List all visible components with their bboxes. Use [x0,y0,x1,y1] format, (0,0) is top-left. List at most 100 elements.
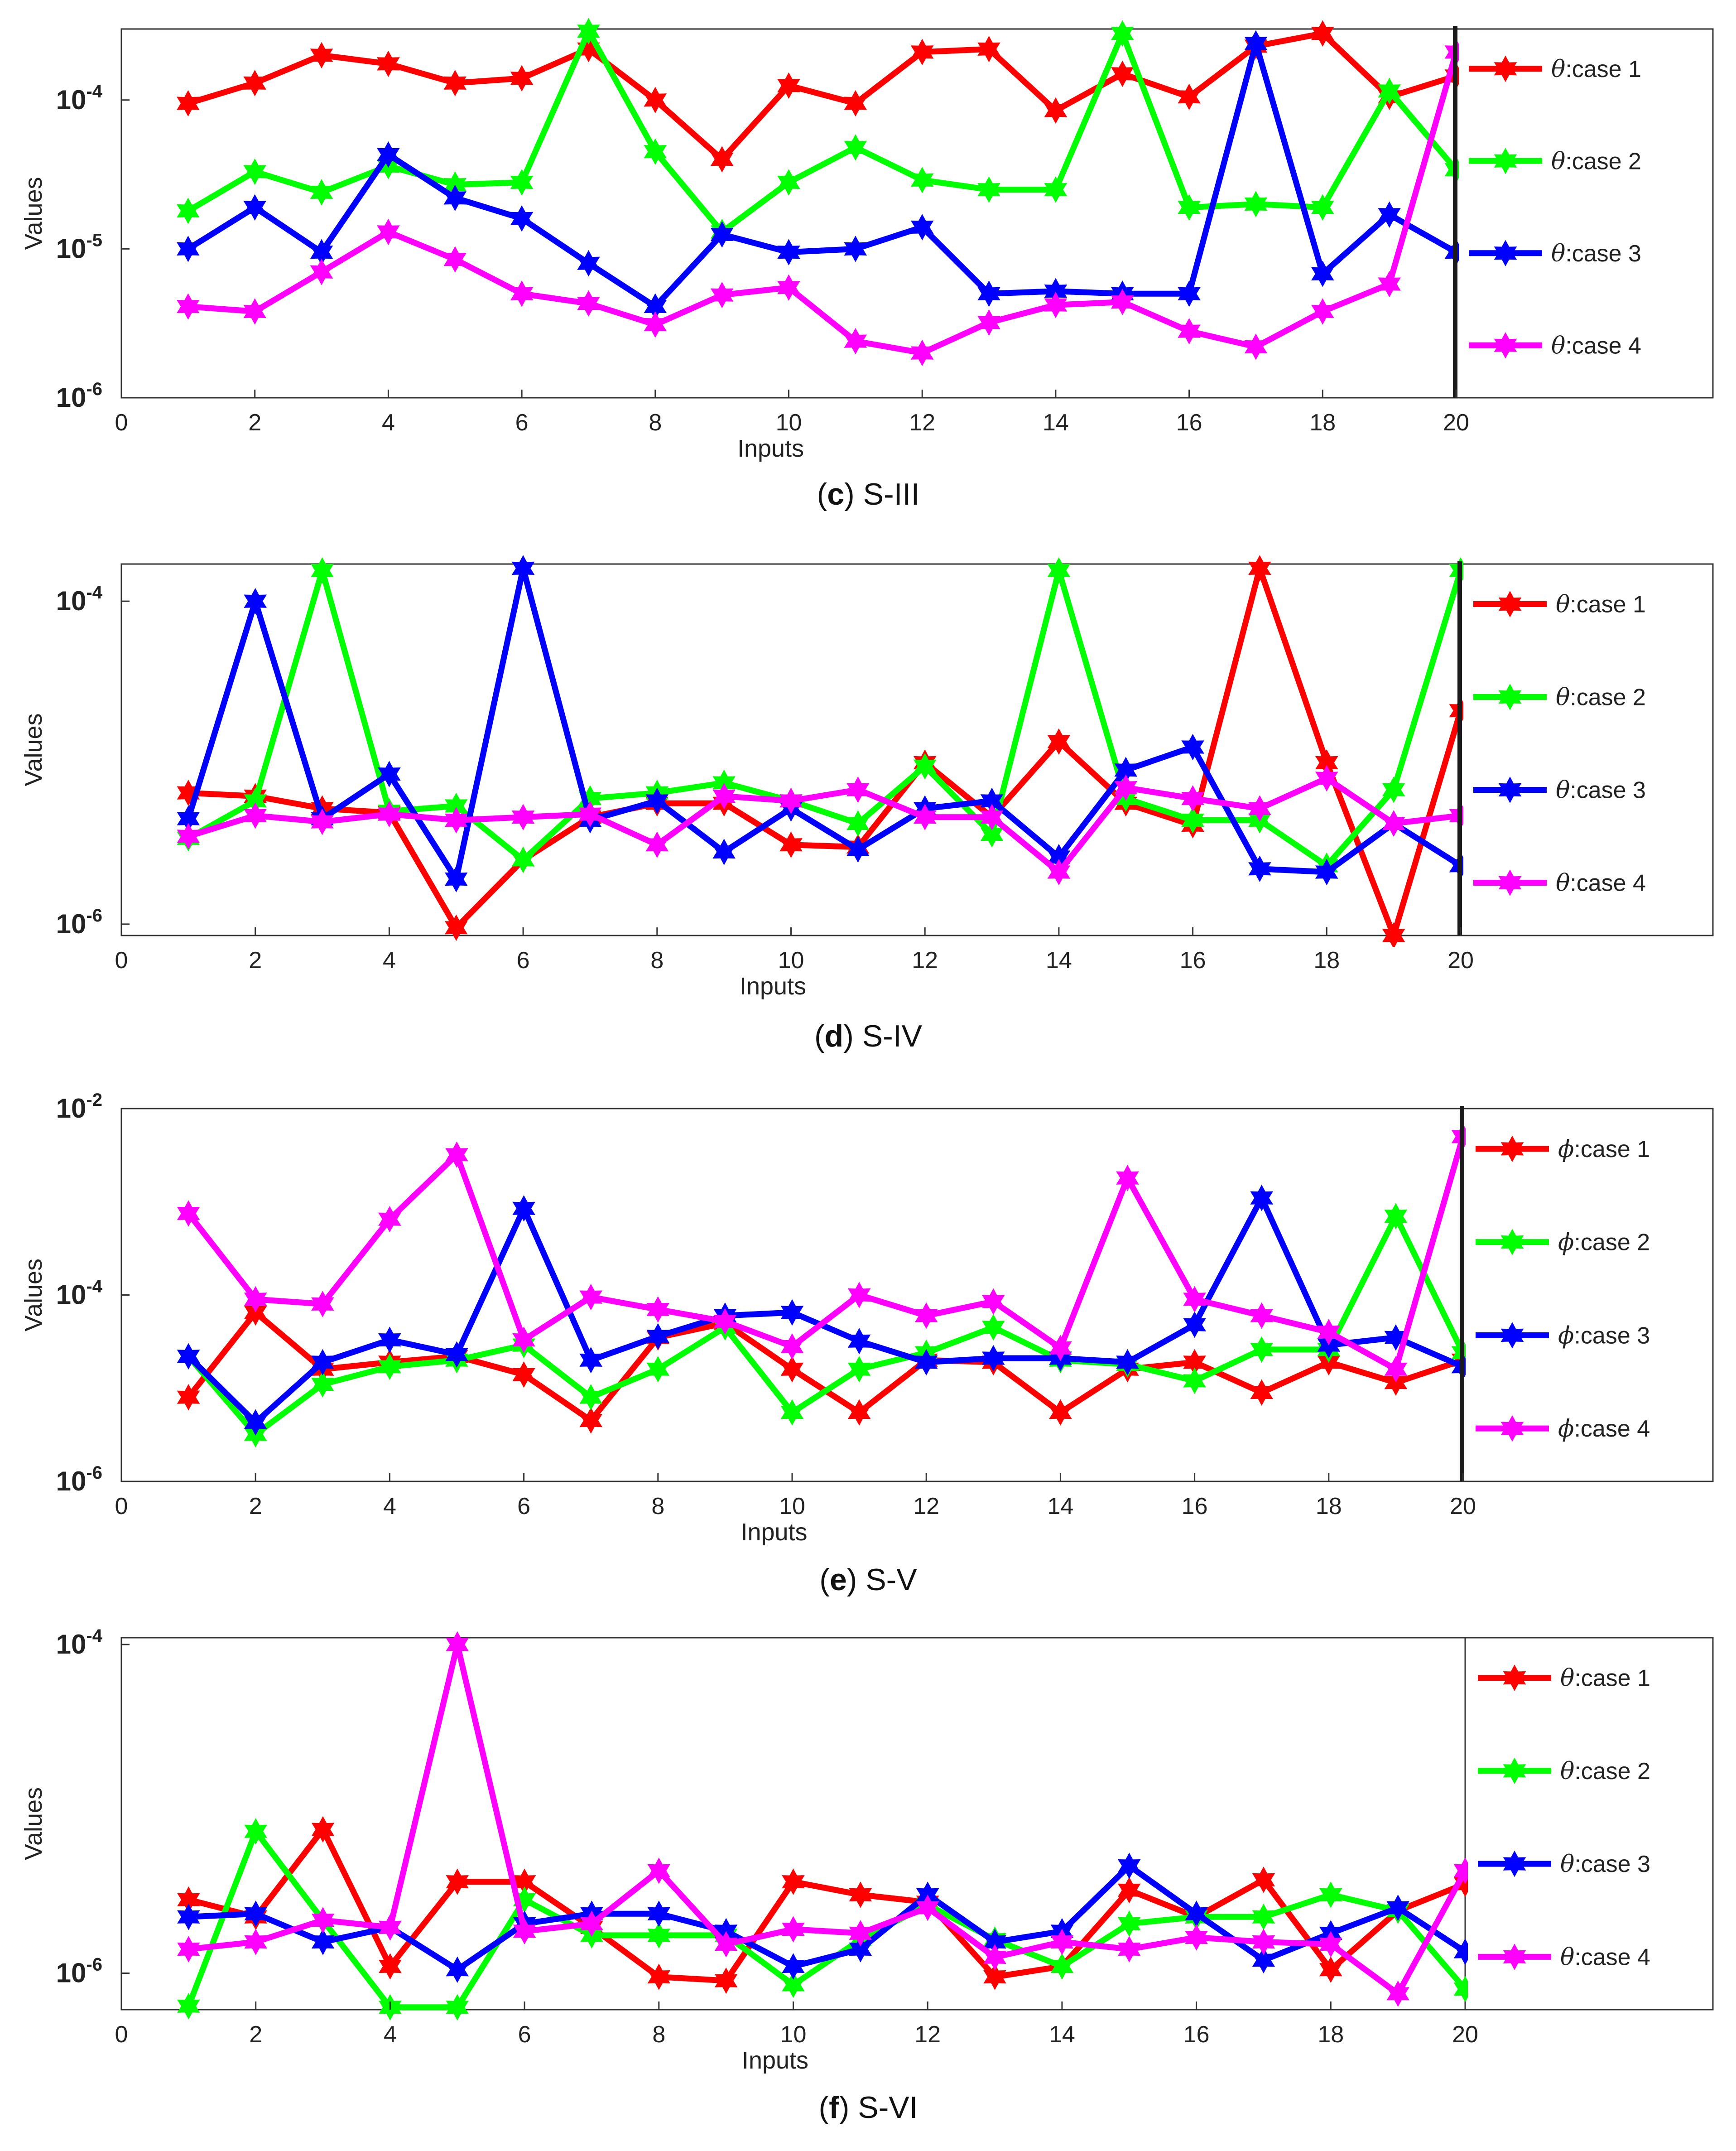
data-point-case-1 [311,1816,335,1843]
data-point-case-2 [1319,1881,1342,1908]
data-point-case-1 [780,1356,804,1383]
x-tick-label: 20 [1450,1493,1476,1519]
data-point-case-2 [579,1384,603,1411]
data-point-case-4 [1047,858,1071,886]
data-point-case-4 [177,293,200,320]
data-point-case-2 [243,158,267,185]
legend-label-case-1: ϕ:case 1 [1558,1136,1650,1163]
x-tick-label: 18 [1309,410,1336,436]
data-point-case-1 [512,1361,535,1388]
data-point-case-2 [646,1356,670,1383]
y-tick-label: 10-6 [56,1463,102,1496]
data-point-case-4 [981,1288,1005,1315]
data-point-case-3 [846,836,870,863]
data-point-case-4 [445,1141,468,1168]
data-point-case-4 [1315,765,1338,792]
data-point-case-3 [977,280,1000,307]
data-point-case-3 [645,787,669,814]
x-tick-label: 12 [913,1493,939,1519]
data-point-case-4 [1044,292,1068,318]
data-point-case-4 [1248,795,1271,822]
legend-label-case-4: ϕ:case 4 [1558,1415,1650,1442]
x-tick-label: 2 [249,2021,262,2048]
data-point-case-4 [980,804,1004,830]
data-point-case-4 [913,804,937,830]
data-point-case-4 [577,290,600,317]
data-point-case-1 [782,1868,805,1895]
x-tick-label: 6 [515,410,529,436]
x-tick-label: 16 [1182,1493,1208,1519]
legend-marker-case-3 [1503,1850,1526,1877]
data-point-case-3 [1378,201,1401,228]
x-tick-label: 14 [1046,947,1072,974]
data-point-case-3 [445,1341,468,1368]
y-tick-label: 10-4 [56,82,103,115]
legend-label-case-4: θ:case 4 [1556,870,1646,897]
legend-label-case-4: θ:case 4 [1560,1944,1650,1971]
data-point-case-3 [910,214,934,241]
data-point-case-4 [1178,318,1201,345]
x-tick-label: 0 [115,410,128,436]
data-point-case-1 [1248,555,1271,582]
series-line-case-1 [188,558,1463,945]
data-point-case-4 [1311,298,1334,325]
x-tick-label: 8 [652,2021,665,2048]
legend-marker-case-4 [1494,332,1517,359]
legend-marker-case-1 [1500,1135,1524,1162]
data-point-case-1 [777,72,800,99]
data-point-case-2 [1453,1976,1468,2002]
data-point-case-3 [244,1900,268,1927]
data-point-case-2 [446,1994,469,2021]
data-point-case-3 [579,1347,603,1374]
y-axis-label: Values [20,1259,47,1331]
series-line-case-3 [185,567,1462,887]
legend-marker-case-3 [1494,240,1517,266]
data-point-case-3 [443,184,467,212]
legend-marker-case-3 [1498,776,1522,803]
data-point-case-4 [1252,1929,1275,1955]
data-point-case-1 [849,1881,872,1908]
data-point-case-3 [849,1936,872,1963]
x-tick-label: 12 [912,947,938,974]
data-point-case-3 [1252,1947,1275,1973]
data-point-case-4 [1181,785,1204,812]
series-group [177,555,1463,947]
data-point-case-3 [712,839,736,865]
x-tick-label: 2 [248,410,261,436]
x-axis-label: Inputs [742,2047,808,2074]
data-point-case-2 [1183,1367,1206,1394]
legend-label-case-2: θ:case 2 [1560,1758,1650,1785]
data-point-case-1 [644,87,667,113]
legend-marker-case-4 [1500,1415,1524,1442]
data-point-case-4 [446,1631,469,1658]
data-point-case-4 [646,1296,670,1323]
data-point-case-2 [1382,776,1405,803]
series-line-case-4 [188,1644,1468,1998]
data-point-case-1 [710,146,734,173]
y-tick-label: 10-6 [56,379,102,413]
data-point-case-3 [1244,30,1268,57]
x-tick-label: 0 [115,1493,128,1519]
data-point-case-4 [647,1857,671,1884]
legend-box [1460,563,1714,936]
data-point-case-3 [1250,1185,1274,1211]
y-axis-label: Values [20,177,47,250]
data-point-case-3 [710,221,734,248]
data-point-case-4 [244,1929,268,1955]
data-point-case-3 [1183,1311,1206,1338]
data-point-case-4 [311,808,334,835]
data-point-case-4 [782,1916,805,1943]
x-tick-label: 20 [1447,947,1474,974]
y-tick-label: 10-2 [56,1090,102,1124]
data-point-case-1 [983,1963,1006,1990]
data-point-case-2 [244,1818,268,1845]
data-point-case-4 [977,309,1000,336]
data-point-case-3 [914,1349,938,1376]
data-point-case-3 [1116,1349,1139,1376]
data-point-case-3 [1453,1939,1468,1965]
data-point-case-4 [379,1914,402,1941]
data-point-case-2 [1050,1953,1074,1980]
data-point-case-3 [1315,858,1338,886]
series-line-case-3 [188,1862,1467,1973]
